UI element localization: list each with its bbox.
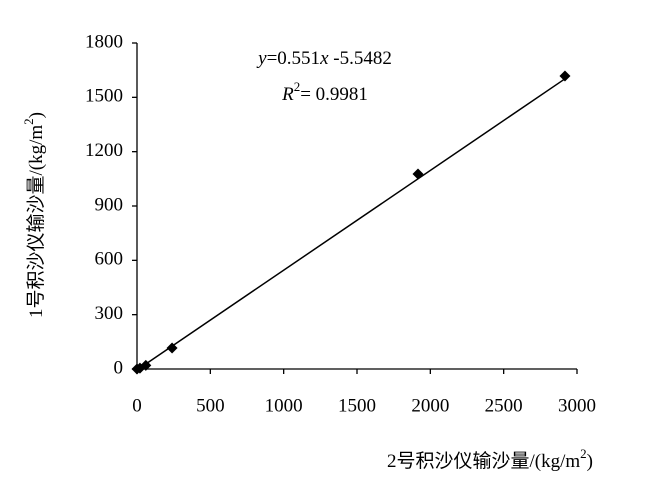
y-label-part: 1号积沙仪输沙量/(kg/m [25, 125, 47, 318]
y-tick-label: 1500 [85, 86, 123, 107]
x-tick-label: 500 [196, 395, 225, 416]
r-squared-part: 2 [294, 79, 301, 94]
x-tick-label: 1000 [265, 395, 303, 416]
x-tick-label: 3000 [558, 395, 596, 416]
point [140, 359, 152, 371]
y-tick-label: 1800 [85, 31, 123, 52]
r-squared-part: = 0.9981 [300, 84, 368, 105]
point [166, 342, 178, 354]
x-label-part: 2号积沙仪输沙量/(kg/m [387, 450, 580, 472]
y-tick-label: 600 [95, 249, 124, 270]
y-tick-label: 900 [95, 194, 124, 215]
y-axis-label: 1号积沙仪输沙量/(kg/m2) [21, 112, 47, 318]
point [412, 168, 424, 180]
equation-part: -5.5482 [329, 48, 392, 69]
x-tick-label: 1500 [338, 395, 376, 416]
x-axis-label: 2号积沙仪输沙量/(kg/m2) [387, 446, 593, 472]
equation: y=0.551x -5.5482 [256, 48, 392, 69]
point [559, 70, 571, 82]
r-squared-part: R [281, 84, 294, 105]
equation-part: =0.551 [267, 48, 320, 69]
x-tick-label: 2000 [411, 395, 449, 416]
x-tick-label: 0 [132, 395, 142, 416]
x-tick-label: 2500 [485, 395, 523, 416]
y-tick-label: 300 [95, 303, 124, 324]
x-label-part: 2 [580, 446, 587, 461]
y-label-part: 2 [21, 118, 36, 125]
equation-part: y [256, 48, 267, 69]
x-label-part: ) [587, 451, 593, 472]
r-squared: R2= 0.9981 [281, 79, 368, 105]
y-label-part: ) [26, 112, 47, 118]
y-tick-label: 0 [114, 357, 124, 378]
equation-part: x [319, 48, 329, 69]
y-tick-label: 1200 [85, 140, 123, 161]
trendline [136, 78, 566, 371]
